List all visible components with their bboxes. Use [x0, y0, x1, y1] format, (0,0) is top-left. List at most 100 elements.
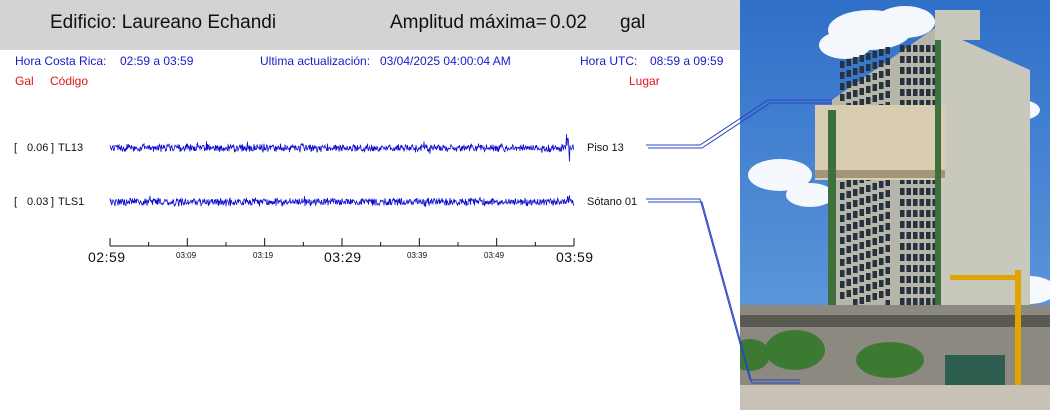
window: [926, 243, 931, 250]
station-gal-bracket-close: ]: [51, 196, 55, 208]
window: [913, 276, 918, 283]
window: [866, 218, 871, 225]
time-axis-major-label: 02:59: [88, 249, 126, 265]
window: [879, 71, 884, 78]
window: [919, 265, 924, 272]
window: [866, 185, 871, 192]
window: [900, 177, 905, 184]
window: [879, 82, 884, 89]
window: [846, 213, 851, 220]
window: [853, 200, 858, 207]
window: [906, 276, 911, 283]
window: [846, 70, 851, 77]
time-axis-minor-label: 03:09: [176, 251, 197, 260]
station-place: Piso 13: [587, 142, 624, 154]
window: [853, 189, 858, 196]
station-gal-bracket-open: [: [14, 196, 18, 208]
window: [859, 275, 864, 282]
window: [853, 255, 858, 262]
window: [853, 68, 858, 75]
window: [879, 93, 884, 100]
window: [906, 67, 911, 74]
window: [913, 298, 918, 305]
window: [846, 92, 851, 99]
window: [840, 215, 845, 222]
window: [866, 53, 871, 60]
window: [932, 56, 937, 63]
window: [913, 254, 918, 261]
window: [879, 236, 884, 243]
window: [853, 211, 858, 218]
window: [919, 89, 924, 96]
window: [913, 243, 918, 250]
window: [866, 75, 871, 82]
window: [885, 179, 890, 186]
window: [900, 89, 905, 96]
window: [879, 269, 884, 276]
window: [846, 59, 851, 66]
street: [740, 385, 1050, 410]
window: [900, 221, 905, 228]
window: [846, 202, 851, 209]
window: [840, 226, 845, 233]
window: [872, 260, 877, 267]
window: [846, 279, 851, 286]
window: [932, 177, 937, 184]
window: [840, 237, 845, 244]
window: [919, 188, 924, 195]
window: [866, 207, 871, 214]
window: [885, 212, 890, 219]
window: [926, 89, 931, 96]
window: [885, 58, 890, 65]
window: [906, 243, 911, 250]
window: [846, 268, 851, 275]
window: [913, 89, 918, 96]
window: [919, 243, 924, 250]
window: [885, 256, 890, 263]
window: [885, 245, 890, 252]
window: [900, 232, 905, 239]
window: [932, 276, 937, 283]
window: [919, 232, 924, 239]
window: [859, 286, 864, 293]
window: [885, 234, 890, 241]
window: [885, 190, 890, 197]
window: [840, 259, 845, 266]
window: [866, 196, 871, 203]
window: [932, 287, 937, 294]
window: [879, 203, 884, 210]
window: [919, 67, 924, 74]
window: [900, 56, 905, 63]
window: [900, 287, 905, 294]
window: [853, 277, 858, 284]
window: [872, 95, 877, 102]
amplitude-unit: gal: [620, 12, 646, 33]
window: [926, 78, 931, 85]
window: [872, 227, 877, 234]
window: [879, 214, 884, 221]
window: [919, 210, 924, 217]
station-gal-value: 0.06: [27, 142, 49, 154]
window: [885, 80, 890, 87]
window: [932, 100, 937, 107]
window: [913, 265, 918, 272]
window: [913, 221, 918, 228]
window: [885, 223, 890, 230]
window: [900, 67, 905, 74]
window: [900, 78, 905, 85]
window: [859, 231, 864, 238]
window: [859, 264, 864, 271]
window: [846, 257, 851, 264]
window: [866, 86, 871, 93]
window: [866, 229, 871, 236]
window: [919, 287, 924, 294]
time-axis-major-label: 03:29: [324, 249, 362, 265]
window: [926, 254, 931, 261]
station-gal-bracket-close: ]: [51, 142, 55, 154]
window: [913, 45, 918, 52]
window: [926, 221, 931, 228]
window: [866, 273, 871, 280]
window: [840, 61, 845, 68]
window: [919, 100, 924, 107]
window: [859, 242, 864, 249]
